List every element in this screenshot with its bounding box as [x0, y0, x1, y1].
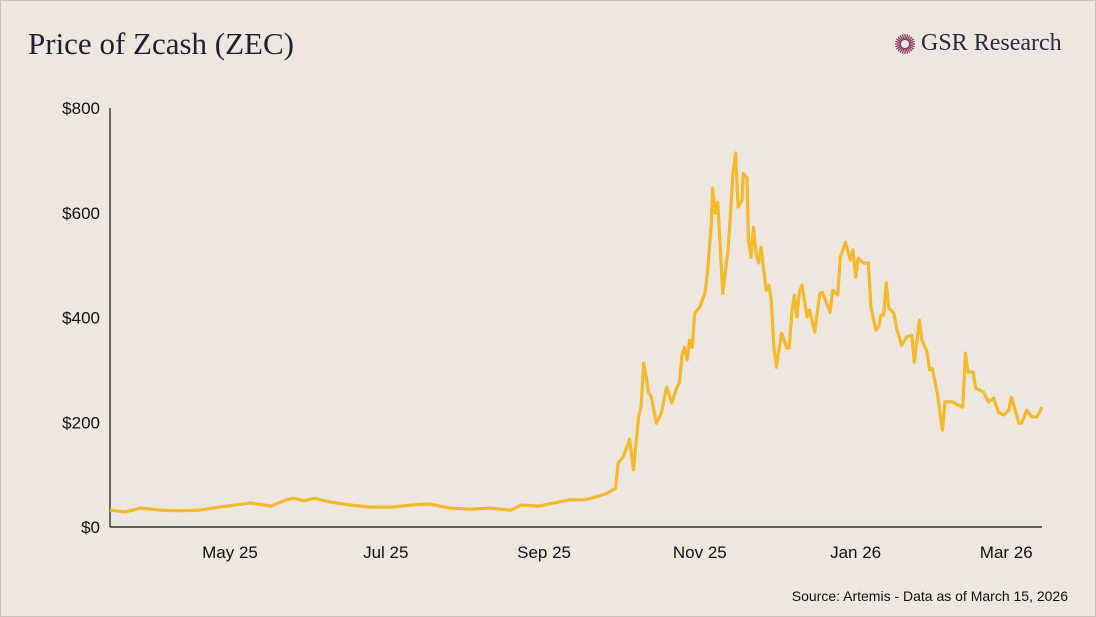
- y-tick-label: $200: [62, 413, 100, 432]
- logo-ray: [908, 40, 915, 44]
- y-tick-label: $400: [62, 309, 100, 328]
- logo-ray: [906, 46, 911, 53]
- x-tick-label: May 25: [202, 543, 258, 562]
- x-tick-label: Jul 25: [363, 543, 408, 562]
- logo-ray: [895, 40, 902, 44]
- logo-ray: [897, 45, 903, 52]
- logo-ray: [895, 43, 902, 47]
- logo-ray: [897, 35, 903, 42]
- logo-ray: [908, 43, 915, 47]
- logo-ray: [906, 34, 911, 41]
- logo-ray: [908, 44, 914, 50]
- logo-ray: [899, 34, 904, 41]
- y-tick-label: $0: [81, 518, 100, 537]
- logo-ray: [896, 44, 902, 50]
- x-tick-label: Mar 26: [980, 543, 1033, 562]
- logo-ray: [899, 46, 904, 53]
- logo-ray: [905, 33, 909, 40]
- logo-ray: [896, 37, 902, 43]
- logo-ray: [907, 45, 913, 52]
- logo-ray: [908, 37, 914, 43]
- logo-ray: [907, 35, 913, 42]
- chart-title: Price of Zcash (ZEC): [28, 26, 294, 61]
- brand-logo: GSR Research: [893, 30, 1062, 57]
- y-tick-label: $800: [62, 99, 100, 118]
- logo-ray: [901, 33, 905, 40]
- brand-name: GSR Research: [921, 30, 1062, 56]
- logo-ray: [905, 47, 909, 54]
- starburst-logo-icon: [895, 33, 915, 54]
- y-tick-label: $600: [62, 204, 100, 223]
- x-tick-label: Jan 26: [830, 543, 881, 562]
- price-line: [109, 151, 1044, 514]
- x-tick-label: Sep 25: [517, 543, 571, 562]
- x-tick-label: Nov 25: [673, 543, 727, 562]
- source-note: Source: Artemis - Data as of March 15, 2…: [791, 588, 1068, 604]
- logo-ray: [901, 47, 905, 54]
